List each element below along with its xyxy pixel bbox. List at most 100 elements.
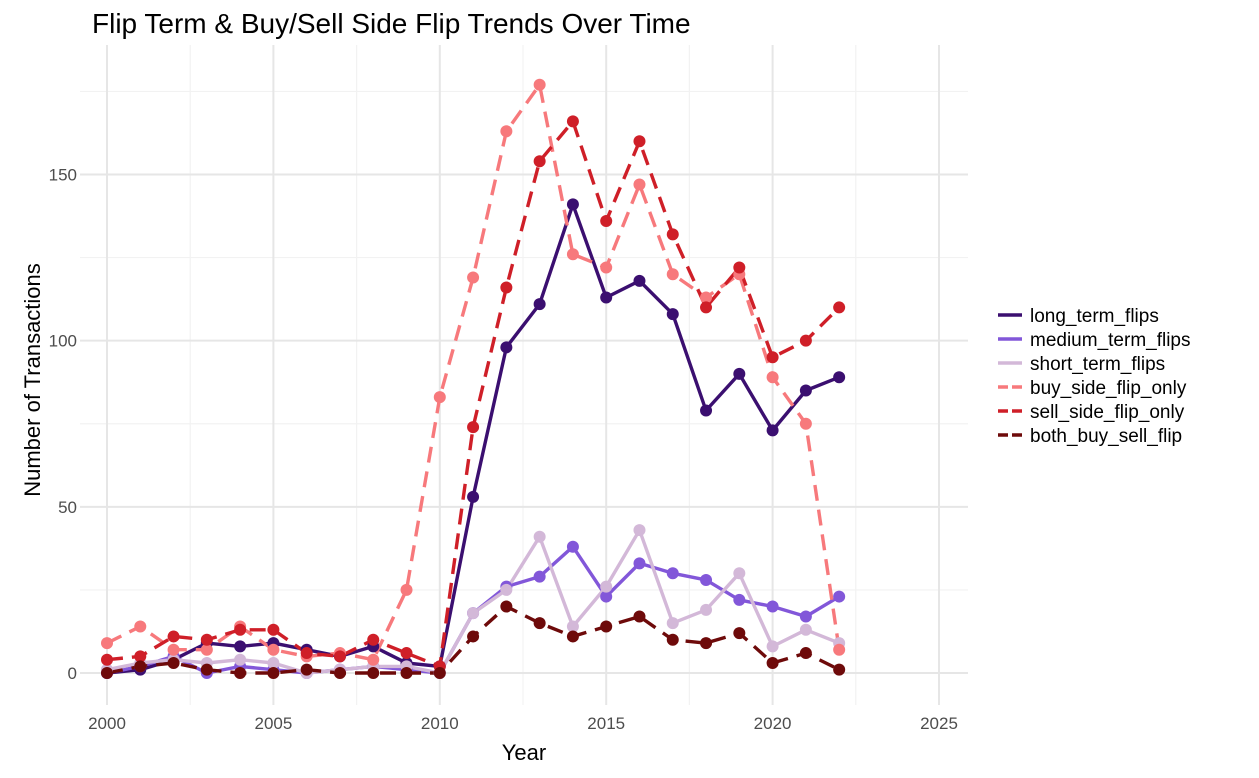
series-line-buy_side_flip_only — [106, 83, 841, 662]
chart-title: Flip Term & Buy/Sell Side Flip Trends Ov… — [92, 8, 691, 39]
data-point-long_term_flips — [700, 404, 713, 417]
data-point-medium_term_flips — [799, 610, 812, 623]
y-axis-title: Number of Transactions — [20, 263, 45, 497]
x-tick-label: 2025 — [920, 714, 958, 733]
x-tick-label: 2020 — [754, 714, 792, 733]
data-point-long_term_flips — [799, 384, 812, 397]
y-tick-label: 50 — [58, 498, 77, 517]
legend-label-short_term_flips: short_term_flips — [1030, 354, 1165, 375]
y-tick-label: 100 — [49, 332, 77, 351]
data-point-short_term_flips — [733, 567, 746, 580]
data-point-long_term_flips — [633, 274, 646, 287]
data-point-sell_side_flip_only — [766, 351, 779, 364]
data-point-sell_side_flip_only — [533, 155, 546, 168]
data-point-sell_side_flip_only — [733, 261, 746, 274]
data-point-short_term_flips — [467, 607, 480, 620]
data-point-long_term_flips — [733, 367, 746, 380]
legend-label-buy_side_flip_only: buy_side_flip_only — [1030, 378, 1187, 399]
data-point-long_term_flips — [766, 424, 779, 437]
data-point-sell_side_flip_only — [400, 647, 413, 660]
data-point-both_buy_sell_flip — [766, 657, 779, 670]
data-point-buy_side_flip_only — [433, 391, 446, 404]
data-point-sell_side_flip_only — [367, 633, 380, 646]
data-point-buy_side_flip_only — [467, 271, 480, 284]
data-point-both_buy_sell_flip — [733, 627, 746, 640]
data-point-both_buy_sell_flip — [101, 667, 113, 679]
data-point-both_buy_sell_flip — [234, 667, 247, 679]
legend-label-both_buy_sell_flip: both_buy_sell_flip — [1030, 426, 1182, 447]
legend-label-medium_term_flips: medium_term_flips — [1030, 330, 1191, 351]
data-point-both_buy_sell_flip — [167, 657, 180, 670]
data-point-both_buy_sell_flip — [833, 663, 846, 676]
data-point-long_term_flips — [666, 308, 679, 321]
data-point-buy_side_flip_only — [833, 643, 846, 656]
data-point-both_buy_sell_flip — [799, 647, 812, 660]
data-point-short_term_flips — [766, 640, 779, 653]
data-point-long_term_flips — [566, 198, 579, 211]
y-tick-label: 150 — [49, 166, 77, 185]
data-point-medium_term_flips — [633, 557, 646, 570]
data-point-both_buy_sell_flip — [400, 667, 413, 679]
data-point-short_term_flips — [533, 530, 546, 543]
data-point-both_buy_sell_flip — [533, 617, 546, 630]
data-point-long_term_flips — [500, 341, 513, 354]
data-point-sell_side_flip_only — [134, 650, 147, 663]
data-point-sell_side_flip_only — [267, 623, 280, 636]
y-tick-label: 0 — [68, 664, 77, 683]
data-point-both_buy_sell_flip — [633, 610, 646, 623]
data-point-sell_side_flip_only — [101, 653, 113, 666]
data-point-buy_side_flip_only — [500, 125, 513, 138]
data-point-short_term_flips — [500, 583, 513, 596]
data-point-both_buy_sell_flip — [566, 630, 579, 643]
data-point-short_term_flips — [267, 657, 280, 670]
data-point-long_term_flips — [467, 490, 480, 503]
data-point-long_term_flips — [234, 640, 247, 653]
data-point-medium_term_flips — [600, 590, 613, 603]
data-point-sell_side_flip_only — [633, 135, 646, 148]
data-point-buy_side_flip_only — [267, 643, 280, 656]
data-point-both_buy_sell_flip — [500, 600, 513, 613]
data-point-both_buy_sell_flip — [666, 633, 679, 646]
data-point-long_term_flips — [600, 291, 613, 304]
data-point-both_buy_sell_flip — [333, 667, 346, 679]
data-point-sell_side_flip_only — [700, 301, 713, 314]
data-point-both_buy_sell_flip — [700, 637, 713, 650]
data-point-both_buy_sell_flip — [267, 667, 280, 679]
grid-lines — [80, 45, 968, 705]
data-point-sell_side_flip_only — [566, 115, 579, 128]
data-point-buy_side_flip_only — [566, 248, 579, 261]
series-points — [101, 78, 846, 679]
data-point-sell_side_flip_only — [167, 630, 180, 643]
data-point-buy_side_flip_only — [600, 261, 613, 274]
x-tick-label: 2005 — [254, 714, 292, 733]
series-line-sell_side_flip_only — [106, 119, 841, 669]
data-point-buy_side_flip_only — [766, 371, 779, 384]
x-tick-label: 2010 — [421, 714, 459, 733]
data-point-sell_side_flip_only — [300, 647, 313, 660]
data-point-buy_side_flip_only — [134, 620, 147, 633]
legend: long_term_flips medium_term_flips short_te… — [998, 306, 1191, 447]
x-tick-label: 2000 — [88, 714, 126, 733]
data-point-buy_side_flip_only — [666, 268, 679, 281]
data-point-long_term_flips — [833, 371, 846, 384]
data-point-medium_term_flips — [533, 570, 546, 583]
data-point-medium_term_flips — [833, 590, 846, 603]
data-point-short_term_flips — [234, 653, 247, 666]
legend-label-sell_side_flip_only: sell_side_flip_only — [1030, 402, 1185, 423]
data-point-short_term_flips — [799, 623, 812, 636]
data-point-medium_term_flips — [566, 540, 579, 553]
data-point-short_term_flips — [700, 603, 713, 616]
series-lines — [106, 83, 841, 675]
data-point-short_term_flips — [666, 617, 679, 630]
data-point-medium_term_flips — [766, 600, 779, 613]
legend-label-long_term_flips: long_term_flips — [1030, 306, 1159, 327]
data-point-medium_term_flips — [700, 573, 713, 586]
data-point-buy_side_flip_only — [400, 583, 413, 596]
data-point-sell_side_flip_only — [333, 650, 346, 663]
data-point-both_buy_sell_flip — [134, 660, 147, 673]
data-point-sell_side_flip_only — [833, 301, 846, 314]
data-point-buy_side_flip_only — [200, 643, 213, 656]
data-point-medium_term_flips — [666, 567, 679, 580]
data-point-short_term_flips — [633, 524, 646, 537]
data-point-sell_side_flip_only — [799, 334, 812, 347]
